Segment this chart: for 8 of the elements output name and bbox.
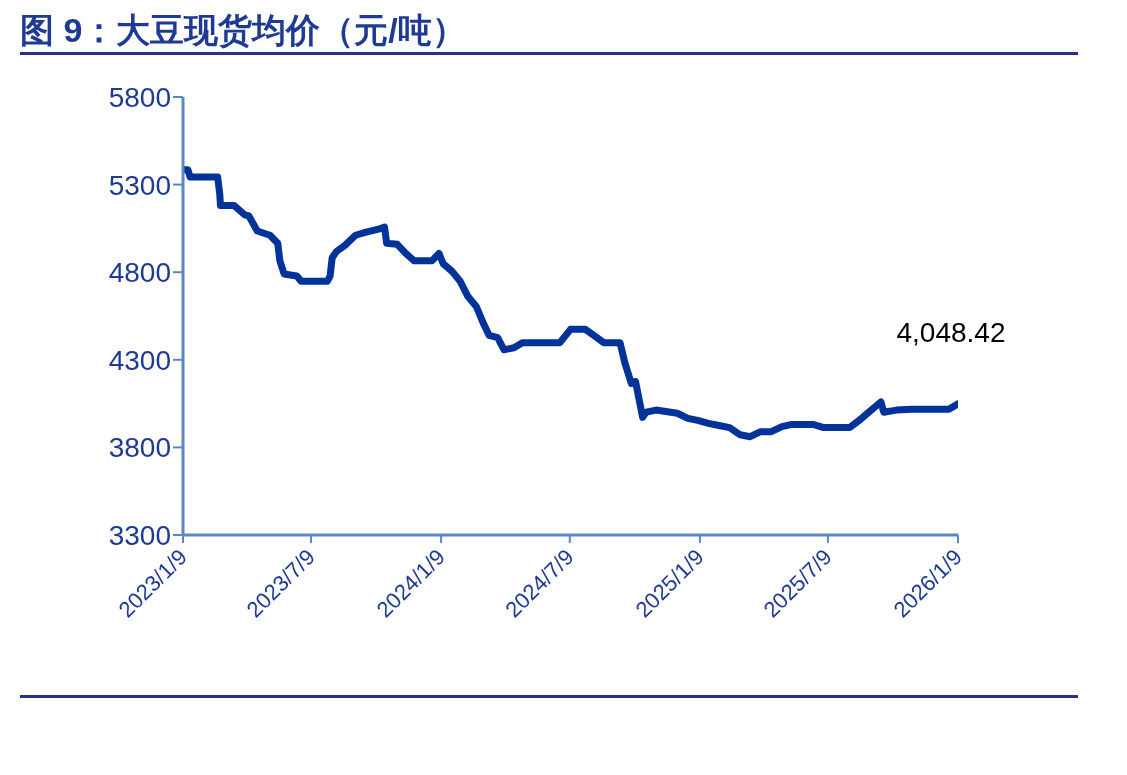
y-tick-label: 5300	[108, 169, 171, 201]
y-tick-label: 5800	[108, 81, 171, 113]
y-tick-label: 4800	[108, 257, 171, 289]
chart-title: 图 9：大豆现货均价（元/吨）	[19, 10, 467, 51]
annotation: 4,048.42	[896, 316, 1006, 348]
y-tick-label: 3800	[108, 432, 171, 464]
y-tick-label: 3300	[108, 519, 171, 551]
y-tick-label: 4300	[108, 344, 171, 376]
